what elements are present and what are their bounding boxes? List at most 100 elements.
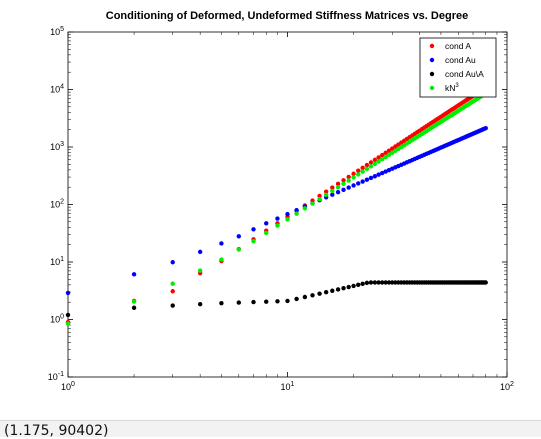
data-point	[368, 160, 374, 165]
y-tick-label: 103	[50, 141, 64, 152]
series-2	[65, 280, 488, 318]
legend-marker	[429, 71, 435, 77]
data-point	[251, 239, 256, 244]
data-point	[356, 168, 361, 173]
data-point	[390, 280, 395, 285]
data-point	[264, 230, 269, 236]
data-point	[351, 171, 356, 176]
data-point	[368, 175, 374, 181]
data-point	[379, 280, 385, 285]
data-point	[376, 172, 381, 177]
data-point	[346, 185, 351, 190]
y-tick-label: 105	[50, 26, 64, 37]
data-point	[360, 169, 365, 174]
data-point	[372, 280, 378, 285]
data-point	[323, 192, 329, 198]
data-point	[360, 281, 365, 287]
coordinate-readout: (1.175, 90402)	[4, 423, 109, 439]
data-point	[251, 299, 256, 305]
data-point	[383, 154, 388, 160]
chart-svg: Conditioning of Deformed, Undeformed Sti…	[48, 10, 514, 392]
data-point	[483, 280, 488, 285]
data-point	[379, 170, 385, 176]
data-point	[335, 190, 341, 195]
data-point	[383, 280, 388, 285]
data-point	[264, 221, 269, 226]
data-point	[251, 227, 256, 232]
x-tick-label: 100	[61, 381, 75, 392]
y-tick-label: 102	[50, 199, 64, 210]
data-point	[294, 207, 299, 213]
data-point	[285, 217, 290, 222]
data-point	[170, 281, 175, 286]
data-point	[236, 234, 241, 239]
data-point	[335, 185, 341, 190]
data-point	[310, 293, 315, 298]
data-point	[356, 181, 361, 186]
data-point	[236, 300, 241, 305]
data-point	[386, 152, 392, 158]
data-point	[294, 211, 299, 216]
data-point	[368, 164, 374, 169]
data-point	[372, 161, 378, 167]
y-tick-label: 100	[50, 314, 64, 325]
data-point	[275, 216, 280, 221]
chart-title: Conditioning of Deformed, Undeformed Sti…	[106, 10, 468, 22]
data-point	[376, 155, 381, 160]
data-point	[330, 185, 335, 190]
data-point	[219, 257, 224, 262]
data-point	[131, 272, 137, 277]
data-point	[372, 157, 378, 163]
data-point	[197, 301, 203, 307]
data-point	[285, 211, 290, 217]
legend: cond A cond Au cond Au\A kN3	[419, 37, 497, 98]
data-point	[264, 299, 269, 304]
data-point	[364, 162, 370, 168]
data-point	[376, 159, 381, 164]
data-point	[364, 280, 370, 286]
data-point	[372, 174, 378, 179]
data-point	[197, 249, 203, 255]
data-point	[197, 268, 203, 273]
data-point	[330, 192, 335, 197]
data-point	[330, 188, 335, 194]
y-tick-label: 10-1	[48, 371, 64, 382]
data-point	[364, 177, 370, 182]
data-point	[330, 288, 335, 293]
status-bar: (1.175, 90402)	[0, 420, 541, 439]
data-point	[379, 157, 385, 162]
series-1	[65, 125, 488, 296]
data-point	[219, 301, 224, 306]
data-point	[386, 148, 392, 153]
figure-window: Conditioning of Deformed, Undeformed Sti…	[47, 10, 515, 392]
data-point	[302, 294, 308, 300]
data-point	[360, 165, 365, 171]
legend-label: kN3	[445, 83, 459, 93]
y-tick-label: 101	[50, 256, 64, 267]
data-point	[351, 175, 356, 180]
data-point	[341, 181, 346, 186]
data-point	[376, 280, 381, 285]
data-point	[335, 287, 341, 292]
data-point	[275, 299, 280, 304]
legend-label: cond Au\A	[445, 69, 484, 79]
data-point	[346, 284, 351, 290]
data-point	[170, 289, 175, 294]
data-point	[364, 166, 370, 172]
data-point	[302, 206, 308, 211]
data-point	[285, 298, 290, 304]
y-tick-label: 104	[50, 84, 64, 95]
data-point	[236, 247, 241, 252]
data-point	[170, 303, 175, 308]
data-point	[346, 174, 351, 180]
data-point	[323, 289, 329, 295]
data-point	[341, 187, 346, 193]
legend-marker	[429, 85, 435, 91]
legend-label: cond A	[445, 41, 471, 51]
data-point	[351, 183, 356, 188]
x-tick-label: 101	[281, 381, 295, 392]
legend-items: cond A cond Au cond Au\A kN3	[429, 41, 484, 93]
x-tick-label: 102	[500, 381, 514, 392]
data-point	[275, 223, 280, 228]
data-point	[131, 305, 137, 310]
